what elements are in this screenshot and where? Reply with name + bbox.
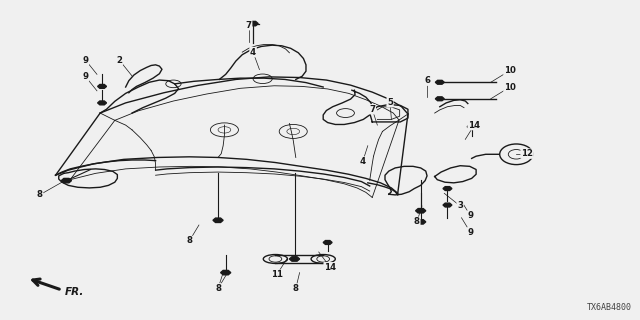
Text: TX6AB4800: TX6AB4800 (588, 303, 632, 312)
Polygon shape (213, 218, 223, 222)
Polygon shape (435, 97, 444, 101)
Polygon shape (289, 257, 300, 261)
Polygon shape (467, 125, 476, 129)
Text: 8: 8 (36, 190, 43, 199)
Polygon shape (415, 209, 426, 213)
Text: 9: 9 (467, 228, 474, 237)
Polygon shape (98, 101, 106, 105)
Polygon shape (443, 203, 452, 207)
Text: 14: 14 (324, 263, 336, 272)
Text: 8: 8 (292, 284, 299, 293)
Text: 10: 10 (504, 66, 516, 75)
Text: 11: 11 (271, 270, 283, 279)
Text: 8: 8 (414, 217, 420, 226)
Text: 2: 2 (116, 56, 122, 65)
Polygon shape (323, 241, 332, 244)
Text: 7: 7 (246, 21, 252, 30)
Text: 4: 4 (250, 48, 256, 57)
Text: 9: 9 (83, 56, 88, 65)
Polygon shape (415, 220, 426, 224)
Text: 7: 7 (369, 105, 375, 114)
Text: FR.: FR. (65, 287, 84, 297)
Text: 4: 4 (360, 157, 365, 166)
Text: 9: 9 (83, 72, 88, 81)
Text: 5: 5 (387, 98, 393, 107)
Text: 1: 1 (215, 284, 221, 293)
Polygon shape (98, 84, 106, 88)
Polygon shape (443, 187, 452, 190)
Text: 10: 10 (504, 83, 516, 92)
Polygon shape (248, 21, 258, 26)
Text: 6: 6 (424, 76, 430, 85)
Text: 9: 9 (467, 211, 474, 220)
Polygon shape (61, 179, 72, 183)
Text: 12: 12 (521, 149, 533, 158)
Text: 8: 8 (186, 236, 193, 245)
Text: 3: 3 (457, 202, 463, 211)
Text: 14: 14 (468, 121, 480, 130)
Text: 8: 8 (215, 284, 221, 293)
Polygon shape (435, 80, 444, 84)
Polygon shape (221, 270, 231, 275)
